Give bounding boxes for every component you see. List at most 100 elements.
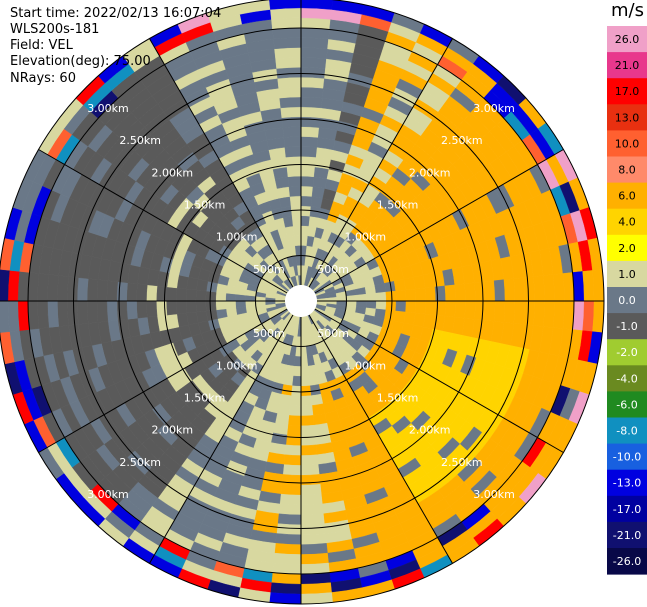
- colorbar-segment: [607, 104, 647, 131]
- radar-gate: [292, 225, 302, 237]
- radar-gate: [300, 76, 325, 89]
- radar-gate: [280, 484, 302, 496]
- colorbar-tick-label: 21.0: [615, 59, 640, 72]
- radar-gate: [300, 464, 320, 476]
- radar-gate: [136, 300, 148, 319]
- radar-gate: [444, 300, 456, 318]
- radar-gate: [300, 582, 332, 595]
- azimuth-spoke: [149, 38, 294, 288]
- colorbar-tick-label: -21.0: [613, 529, 641, 542]
- radar-gate: [17, 271, 30, 302]
- radar-gate: [96, 300, 109, 323]
- radar-gate: [300, 106, 322, 118]
- radar-gate: [276, 523, 302, 535]
- range-ring-label: 2.00km: [409, 424, 451, 437]
- radar-gate: [175, 300, 187, 315]
- radar-gate: [300, 454, 319, 466]
- radar-gate: [76, 277, 89, 302]
- range-ring-label: 1.00km: [216, 231, 258, 244]
- radar-gate: [287, 415, 302, 427]
- radar-gate: [296, 255, 302, 266]
- radar-gate: [186, 311, 199, 326]
- radar-gate: [552, 300, 565, 329]
- range-ring-label: 1.50km: [377, 198, 419, 211]
- radar-gate: [7, 270, 20, 302]
- radar-gate: [300, 346, 308, 357]
- radar-gate: [300, 47, 328, 59]
- azimuth-spoke: [314, 308, 564, 453]
- radar-gate: [300, 513, 325, 526]
- radar-gate: [205, 300, 217, 312]
- radar-gate: [300, 385, 312, 397]
- range-ring-label: 1.50km: [184, 198, 226, 211]
- colorbar-segment: [607, 313, 647, 340]
- radar-gate: [37, 273, 50, 302]
- colorbar-segment: [607, 339, 647, 366]
- radar-gate: [275, 533, 302, 545]
- colorbar-segment: [607, 365, 647, 392]
- range-ring-label: 3.00km: [87, 102, 129, 115]
- radar-gate: [281, 116, 302, 128]
- radar-gate: [116, 300, 128, 321]
- radar-gate: [464, 282, 476, 302]
- radar-gate: [294, 245, 302, 256]
- radar-gate: [513, 277, 526, 302]
- radar-gate: [37, 300, 50, 329]
- field-text: Field: VEL: [10, 38, 73, 53]
- radar-gate: [289, 395, 302, 407]
- radar-gate: [270, 582, 302, 595]
- radar-gate: [300, 175, 315, 187]
- radar-gate: [282, 126, 302, 138]
- radar-gate: [7, 300, 20, 332]
- radar-gate: [365, 300, 377, 310]
- radar-gate: [300, 57, 327, 69]
- radar-gate: [523, 276, 535, 302]
- radar-gate: [385, 300, 397, 312]
- radar-gate: [300, 215, 311, 227]
- radar-gate: [336, 296, 347, 302]
- colorbar-segment: [607, 287, 647, 314]
- colorbar-segment: [607, 391, 647, 418]
- radar-gate: [186, 276, 199, 291]
- radar-gate: [300, 166, 316, 178]
- radar-gate: [276, 67, 302, 79]
- radar-gate: [67, 276, 79, 302]
- radar-gate: [195, 289, 207, 302]
- radar-gate: [582, 300, 595, 332]
- radar-gate: [300, 126, 320, 138]
- colorbar-segment: [607, 52, 647, 79]
- range-ring-label: 2.50km: [441, 134, 483, 147]
- colorbar-tick-label: -13.0: [613, 477, 641, 490]
- range-ring-label: 2.50km: [119, 456, 161, 469]
- radar-gate: [292, 365, 302, 377]
- colorbar-tick-label: -17.0: [613, 503, 641, 516]
- radar-gate: [283, 136, 302, 148]
- colorbar-tick-label: 2.0: [618, 242, 636, 255]
- colorbar-tick-label: 6.0: [618, 190, 636, 203]
- radar-gate: [269, 0, 302, 10]
- radar-gate: [76, 300, 89, 325]
- range-ring-label: 2.50km: [441, 456, 483, 469]
- radar-gate: [300, 86, 324, 99]
- radar-gate: [57, 275, 69, 302]
- radar-gate: [484, 280, 496, 302]
- radar-gate: [543, 274, 555, 302]
- radar-gate: [415, 287, 427, 302]
- radar-gate: [279, 493, 302, 506]
- radar-gate: [444, 284, 456, 302]
- radar-gate: [415, 300, 427, 315]
- radar-gate: [283, 454, 302, 466]
- radar-gate: [356, 293, 367, 302]
- radar-gate: [300, 0, 333, 10]
- colorbar-tick-label: -8.0: [616, 425, 637, 438]
- radar-gate: [375, 291, 387, 302]
- colorbar-segment: [607, 182, 647, 210]
- radar-gates: [0, 0, 605, 605]
- radar-gate: [513, 300, 526, 325]
- radar-gate: [300, 503, 324, 516]
- radar-gate: [185, 288, 197, 302]
- radar-gate: [280, 106, 302, 118]
- radar-gate: [274, 543, 302, 555]
- radar-gate: [225, 292, 237, 302]
- radar-gate: [282, 464, 302, 476]
